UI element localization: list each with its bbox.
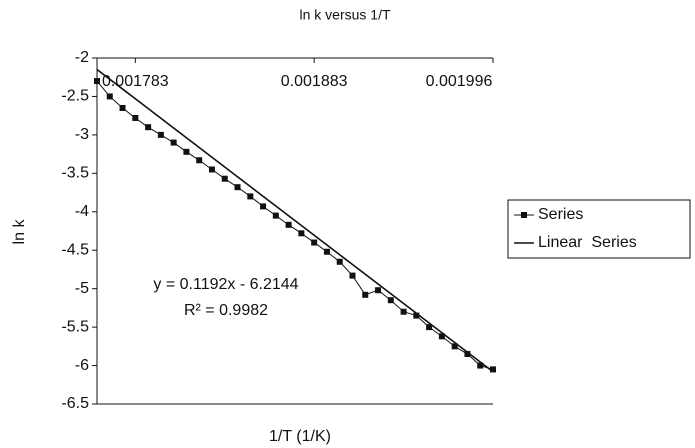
marker [311, 239, 318, 246]
x-tick-label: 0.001996 [426, 73, 493, 90]
marker [426, 324, 433, 331]
marker [94, 78, 100, 85]
legend-marker [521, 212, 527, 218]
y-tick-label: -5.5 [61, 318, 89, 335]
marker [119, 104, 126, 111]
marker [387, 297, 394, 304]
equation: y = 0.1192x - 6.2144 [153, 276, 298, 293]
chart-title: ln k versus 1/T [299, 7, 390, 23]
marker [298, 230, 305, 237]
y-tick-label: -4.5 [61, 241, 89, 258]
x-axis-label: 1/T (1/K) [269, 428, 331, 445]
y-tick-label: -2.5 [61, 88, 89, 105]
marker [490, 366, 496, 373]
y-tick-label: -6 [75, 357, 89, 374]
marker [247, 193, 254, 200]
marker [413, 312, 420, 319]
marker [106, 93, 113, 100]
marker [170, 139, 177, 146]
marker [400, 308, 407, 315]
marker [451, 343, 458, 350]
marker [285, 221, 292, 228]
x-tick-label: 0.001883 [281, 73, 348, 90]
marker [183, 148, 190, 155]
marker [362, 291, 369, 298]
y-tick-label: -3.5 [61, 165, 89, 182]
y-tick-label: -5 [75, 280, 89, 297]
marker [438, 333, 445, 340]
legend-label: Series [538, 206, 583, 223]
marker [145, 124, 152, 131]
marker [336, 258, 343, 265]
marker [196, 157, 203, 164]
marker [132, 114, 139, 121]
marker [349, 272, 356, 279]
marker [323, 248, 330, 255]
y-tick-label: -3 [75, 126, 89, 143]
y-tick-label: -6.5 [61, 395, 89, 412]
marker [208, 166, 215, 173]
marker [464, 351, 471, 358]
y-axis-label: ln k [11, 219, 28, 245]
legend-box [507, 199, 691, 259]
marker [477, 362, 484, 369]
legend-label: Linear Series [538, 234, 637, 251]
marker [272, 212, 279, 219]
trendline [96, 68, 494, 373]
marker [221, 175, 228, 182]
y-tick-label: -4 [75, 203, 89, 220]
marker [375, 287, 382, 294]
marker [157, 131, 164, 138]
y-tick-label: -2 [75, 49, 89, 66]
r-squared: R² = 0.9982 [184, 302, 268, 319]
marker [234, 184, 241, 191]
marker [260, 203, 267, 210]
